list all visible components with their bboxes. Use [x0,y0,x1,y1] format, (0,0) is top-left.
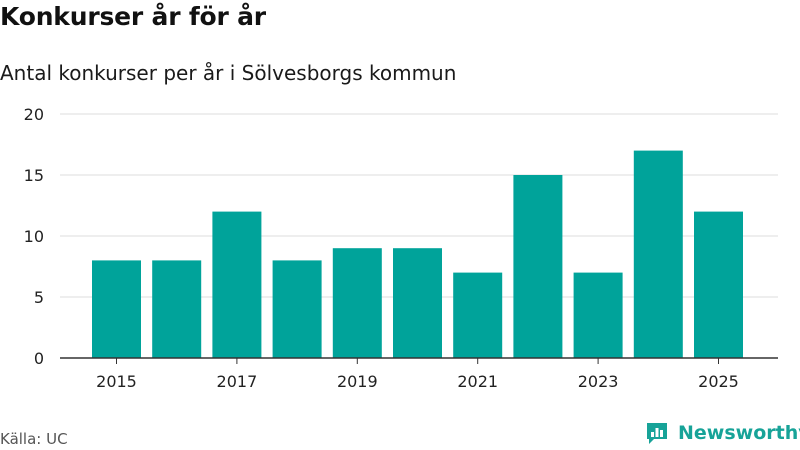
x-tick-label: 2015 [96,372,137,391]
bar-chart-logo-icon [647,423,667,444]
axes [60,357,778,364]
x-tick-label: 2025 [698,372,739,391]
bar-2017 [212,211,262,358]
x-tick-label: 2023 [578,372,619,391]
x-axis-tick-labels: 2015 2017 2019 2021 2023 2025 [96,372,739,391]
bar-2016 [152,260,202,358]
y-tick-label: 20 [24,105,44,124]
bar-2020 [393,248,442,358]
x-tick-label: 2021 [457,372,498,391]
bar-2023 [573,272,623,358]
y-tick-label: 10 [24,227,44,246]
bar-2025 [694,211,743,358]
bars [92,150,743,358]
y-tick-label: 15 [24,166,44,185]
source-note: Källa: UC [0,430,68,448]
y-axis-tick-labels: 0 5 10 15 20 [24,105,44,368]
bar-2021 [453,272,503,358]
bar-2024 [633,150,683,358]
bar-2015 [92,260,141,358]
brand-name: Newsworthy [678,422,800,444]
x-tick-label: 2017 [217,372,258,391]
x-tick-label: 2019 [337,372,378,391]
y-tick-label: 5 [34,288,44,307]
bar-2019 [332,248,382,358]
bar-2018 [272,260,322,358]
chart-subtitle: Antal konkurser per år i Sölvesborgs kom… [0,61,457,85]
brand: Newsworthy [644,420,800,446]
y-tick-label: 0 [34,349,44,368]
bar-2022 [513,175,563,358]
chart-title: Konkurser år för år [0,2,266,31]
